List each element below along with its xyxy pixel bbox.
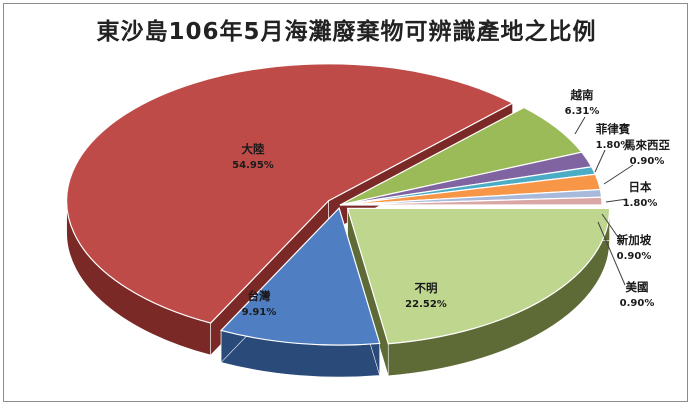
slice-不明-value-label: 22.52% xyxy=(405,299,447,310)
slice-菲律賓-value-label: 1.80% xyxy=(596,140,631,151)
slice-美國 xyxy=(339,196,603,206)
slice-馬來西亞-label: 馬來西亞 xyxy=(624,138,670,152)
slice-菲律賓-leader-line xyxy=(594,149,606,173)
slice-新加坡-value-label: 0.90% xyxy=(617,251,652,262)
slice-越南-label: 越南 xyxy=(570,88,594,102)
slice-越南-value-label: 6.31% xyxy=(565,106,600,117)
slice-不明-label: 不明 xyxy=(415,281,438,295)
slice-台灣-label: 台灣 xyxy=(248,289,271,303)
slice-美國-value-label: 0.90% xyxy=(620,298,655,309)
slice-馬來西亞-value-label: 0.90% xyxy=(630,156,665,167)
slice-菲律賓-label: 菲律賓 xyxy=(596,122,631,136)
slice-美國-leader-line xyxy=(597,221,626,286)
slice-台灣-value-label: 9.91% xyxy=(242,307,277,318)
slice-美國-label: 美國 xyxy=(626,280,649,294)
slice-大陸-value-label: 54.95% xyxy=(232,160,274,171)
chart-title: 東沙島106年5月海灘廢棄物可辨識產地之比例 xyxy=(96,19,597,45)
slice-日本-label: 日本 xyxy=(629,180,652,194)
slice-不明 xyxy=(346,207,611,345)
slice-台灣 xyxy=(219,206,381,346)
slice-日本-leader-line xyxy=(605,198,628,203)
slice-大陸-label: 大陸 xyxy=(242,142,265,156)
slice-越南-leader-line xyxy=(574,116,586,135)
slice-新加坡-label: 新加坡 xyxy=(617,233,652,247)
slice-日本-value-label: 1.80% xyxy=(623,198,658,209)
slice-新加坡-leader-line xyxy=(601,213,621,241)
slice-大陸 xyxy=(66,63,514,324)
slice-馬來西亞-leader-line xyxy=(603,164,634,185)
